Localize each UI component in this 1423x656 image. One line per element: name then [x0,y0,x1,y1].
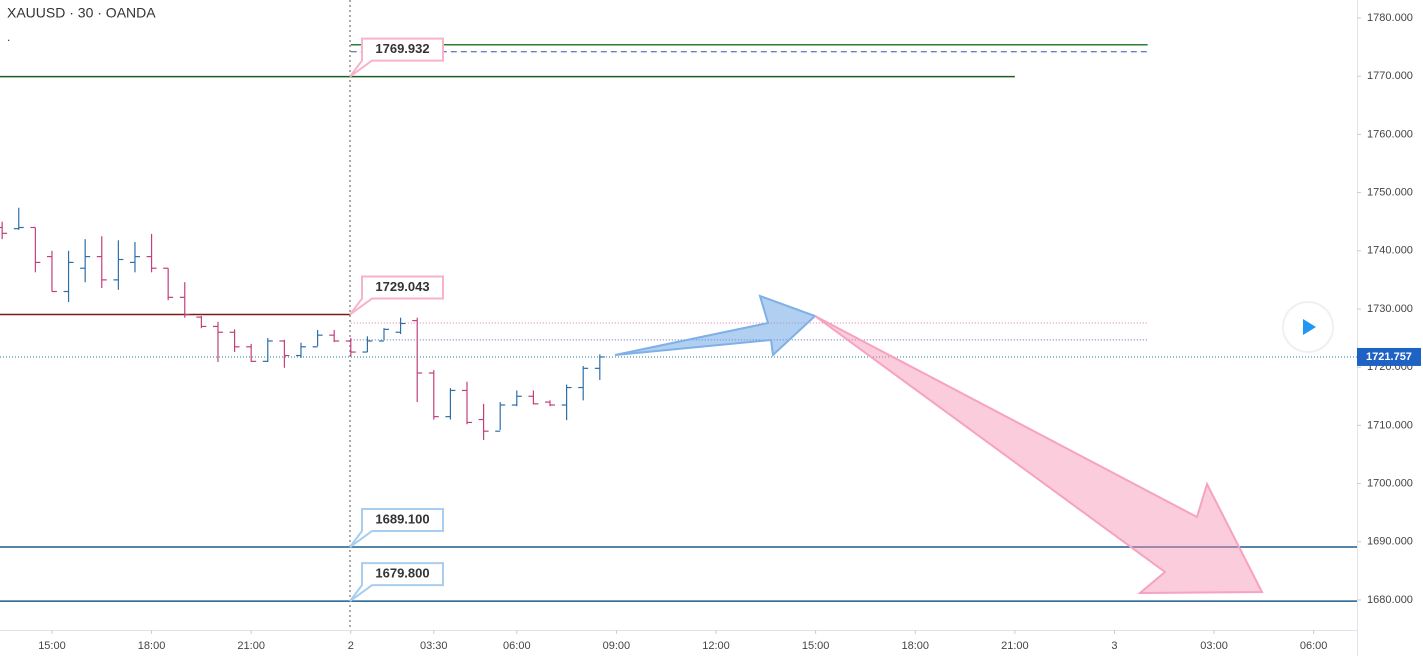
x-tick-label: 15:00 [802,640,830,652]
y-tick-label: 1680.000 [1367,594,1413,606]
y-tick-label: 1690.000 [1367,536,1413,548]
price-callout [349,508,444,548]
last-price-label: 1721.757 [1366,351,1412,363]
x-tick-label: 21:00 [237,640,265,652]
x-tick-label: 06:00 [503,640,531,652]
price-callout [349,562,444,602]
y-tick-label: 1700.000 [1367,477,1413,489]
symbol-title: XAUUSD · 30 · OANDA [7,5,156,21]
x-tick-label: 21:00 [1001,640,1029,652]
y-tick-label: 1780.000 [1367,12,1413,24]
price-callout [349,275,444,316]
y-tick-label: 1760.000 [1367,128,1413,140]
x-tick-label: 12:00 [702,640,730,652]
y-tick-label: 1740.000 [1367,245,1413,257]
x-tick-label: 15:00 [38,640,66,652]
price-callout-label: 1769.932 [375,41,429,56]
y-tick-label: 1770.000 [1367,70,1413,82]
x-tick-label: 18:00 [901,640,929,652]
y-tick-label: 1710.000 [1367,419,1413,431]
play-icon[interactable] [1303,319,1316,335]
play-button[interactable] [1282,301,1334,353]
subtitle: . [7,30,10,44]
x-tick-label: 03:00 [1200,640,1228,652]
marks: 1780.000 1770.000 1760.000 1750.000 1740.000… [0,12,1421,652]
x-tick-label: 06:00 [1300,640,1328,652]
price-callout [349,37,444,78]
down-arrow-drawing [814,315,1264,595]
price-callout-label: 1689.100 [375,511,429,526]
price-callout-label: 1729.043 [375,279,429,294]
y-tick-label: 1750.000 [1367,186,1413,198]
price-callout-label: 1679.800 [375,566,429,581]
y-tick-label: 1730.000 [1367,303,1413,315]
x-tick-label: 18:00 [138,640,166,652]
last-price-box [1357,347,1421,366]
x-tick-label: 2 [348,640,354,652]
x-tick-label: 09:00 [603,640,631,652]
x-tick-label: 03:30 [420,640,448,652]
x-tick-label: 3 [1111,640,1117,652]
